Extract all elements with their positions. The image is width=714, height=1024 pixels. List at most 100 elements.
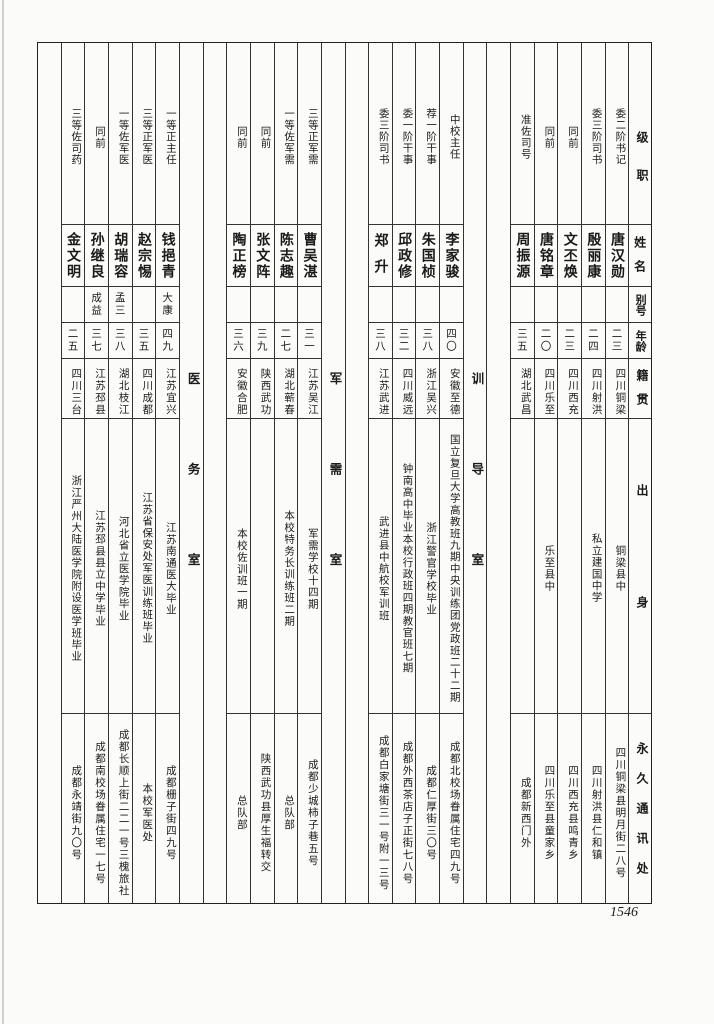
- table-row: 一等佐军需 陈志趣 二七 湖北蕲春 本校特务长训练班二期 总队部: [273, 42, 298, 904]
- native-cell: 四川铜梁: [605, 358, 629, 418]
- background-cell: 本校佐训班一期: [227, 418, 250, 713]
- table-row: 中校主任 李家骏 四〇 安徽至德 国立复旦大学高教班九期中央训练团党政班二十二期 成都北校…: [439, 42, 463, 904]
- address-cell: 成都栅子街四九号: [156, 713, 179, 904]
- address-cell: 成都永靖街九〇号: [61, 713, 85, 904]
- name-cell: 唐汉勋: [605, 224, 629, 286]
- header-grade-cell: 级职: [634, 131, 649, 207]
- alias-cell: [369, 286, 392, 322]
- table-row: 荐一阶干事 朱国桢 三八 浙江吴兴 浙江警官学校毕业 成都仁厚街三〇号: [415, 42, 440, 904]
- header-column: 级职 姓名 别号 年龄 籍贯 出身 永久通讯处: [628, 42, 652, 904]
- grade-cell: 一等正主任: [164, 108, 177, 166]
- header-address-cell: 永久通讯处: [629, 713, 651, 904]
- table-row: 一等佐军医 胡瑞容 孟三 三八 湖北枝江 河北省立医学院毕业 成都长顺上街二二一号三槐旅社: [107, 42, 132, 904]
- scan-edge: [2, 0, 4, 1024]
- age-cell: 四九: [156, 322, 179, 358]
- alias-cell: 成益: [85, 286, 108, 322]
- grade-cell: 委一阶干事: [401, 108, 414, 166]
- alias-cell: 大康: [156, 286, 179, 322]
- grade-cell: 委三阶司书: [590, 108, 603, 166]
- address-cell: 成都北校场眷属住宅四九号: [440, 713, 463, 904]
- native-cell: 江苏吴江: [298, 358, 321, 418]
- name-cell: 郑升: [369, 224, 392, 286]
- table-row: 准佐司号 周振源 三五 湖北武昌 成都新西门外: [510, 42, 534, 904]
- grade-cell: 同前: [259, 125, 272, 149]
- section-title: 医务室: [185, 372, 201, 644]
- name-cell: 曹吴湛: [298, 224, 321, 286]
- header-native-cell: 籍贯: [629, 358, 651, 418]
- grade-cell: 委三阶司书: [377, 108, 390, 166]
- grade-cell: 中校主任: [448, 114, 461, 160]
- grade-cell: 同前: [567, 125, 580, 149]
- table-row: 同前 孙继良 成益 三七 江苏邳县 江苏邳县县立中学毕业 成都南校场眷属住宅一七号: [84, 42, 108, 904]
- background-cell: 河北省立医学院毕业: [108, 418, 132, 713]
- age-cell: 三五: [132, 322, 156, 358]
- age-cell: 二〇: [534, 322, 558, 358]
- section-label-column: 训导室: [462, 42, 487, 904]
- background-cell: 乐至县中: [534, 418, 558, 713]
- alias-cell: [605, 286, 629, 322]
- native-cell: 江苏武进: [369, 358, 392, 418]
- address-cell: 四川铜梁县明月街二八号: [605, 713, 629, 904]
- alias-cell: [61, 286, 85, 322]
- native-cell: 四川射洪: [582, 358, 605, 418]
- native-cell: 湖北武昌: [511, 358, 534, 418]
- address-cell: 成都外西茶店子正街七八号: [392, 713, 416, 904]
- age-cell: 三九: [250, 322, 274, 358]
- background-cell: 本校特务长训练班二期: [274, 418, 298, 713]
- name-cell: 周振源: [511, 224, 534, 286]
- alias-cell: [416, 286, 440, 322]
- native-cell: 江苏宜兴: [156, 358, 179, 418]
- alias-cell: [511, 286, 534, 322]
- native-cell: 湖北蕲春: [274, 358, 298, 418]
- address-cell: 四川西充县鸣青乡: [558, 713, 582, 904]
- alias-cell: [534, 286, 558, 322]
- alias-cell: [440, 286, 463, 322]
- native-cell: 四川西充: [558, 358, 582, 418]
- age-cell: 三八: [416, 322, 440, 358]
- name-cell: 文丕焕: [558, 224, 582, 286]
- native-cell: 江苏邳县: [85, 358, 108, 418]
- grade-cell: 委二阶书记: [614, 108, 627, 166]
- name-cell: 李家骏: [440, 224, 463, 286]
- alias-cell: 孟三: [108, 286, 132, 322]
- age-cell: 二四: [582, 322, 605, 358]
- table-row: 委二阶书记 唐汉勋 二三 四川铜梁 铜梁县中 四川铜梁县明月街二八号: [604, 42, 629, 904]
- grade-cell: 同前: [93, 125, 106, 149]
- address-cell: 四川射洪县仁和镇: [582, 713, 605, 904]
- grade-cell: 一等佐军医: [117, 108, 130, 166]
- alias-cell: [392, 286, 416, 322]
- name-cell: 邱政修: [392, 224, 416, 286]
- name-cell: 唐铭章: [534, 224, 558, 286]
- native-cell: 陕西武功: [250, 358, 274, 418]
- grade-cell: 三等正军需: [306, 108, 319, 166]
- name-cell: 朱国桢: [416, 224, 440, 286]
- age-cell: 二五: [61, 322, 85, 358]
- grade-cell: 荐一阶干事: [425, 108, 438, 166]
- background-cell: 铜梁县中: [605, 418, 629, 713]
- address-cell: 总队部: [274, 713, 298, 904]
- table-row: 同前文丕焕二三 四川西充四川西充县鸣青乡: [557, 42, 582, 904]
- background-cell: 浙江警官学校毕业: [416, 418, 440, 713]
- background-cell: 江苏邳县县立中学毕业: [85, 418, 108, 713]
- grade-cell: 三等正军医: [141, 108, 154, 166]
- address-cell: 总队部: [227, 713, 250, 904]
- native-cell: 安徽至德: [440, 358, 463, 418]
- age-cell: 三一: [298, 322, 321, 358]
- native-cell: 四川威远: [392, 358, 416, 418]
- section-spacer-column: [344, 42, 369, 904]
- name-cell: 金文明: [61, 224, 85, 286]
- name-cell: 胡瑞容: [108, 224, 132, 286]
- age-cell: 二三: [558, 322, 582, 358]
- table-row: 同前 陶正榜 三六 安徽合肥 本校佐训班一期 总队部: [226, 42, 250, 904]
- table-row: 三等正军需 曹吴湛 三一 江苏吴江 军需学校十四期 成都少城柿子巷五号: [297, 42, 321, 904]
- grade-cell: 三等佐司药: [70, 108, 83, 166]
- background-cell: [250, 418, 274, 713]
- table-row: 三等佐司药 金文明 二五 四川三台 浙江严州大陆医学院附设医学班毕业 成都永靖街九〇号: [60, 42, 85, 904]
- address-cell: 陕西武功县厚生福转交: [250, 713, 274, 904]
- table-row: 委三阶司书 殷丽康 二四 四川射洪 私立建国中学 四川射洪县仁和镇: [581, 42, 605, 904]
- age-cell: 二七: [274, 322, 298, 358]
- section-label-column: 医务室: [178, 42, 203, 904]
- name-cell: 张文阵: [250, 224, 274, 286]
- background-cell: 武进县中航校军训班: [369, 418, 392, 713]
